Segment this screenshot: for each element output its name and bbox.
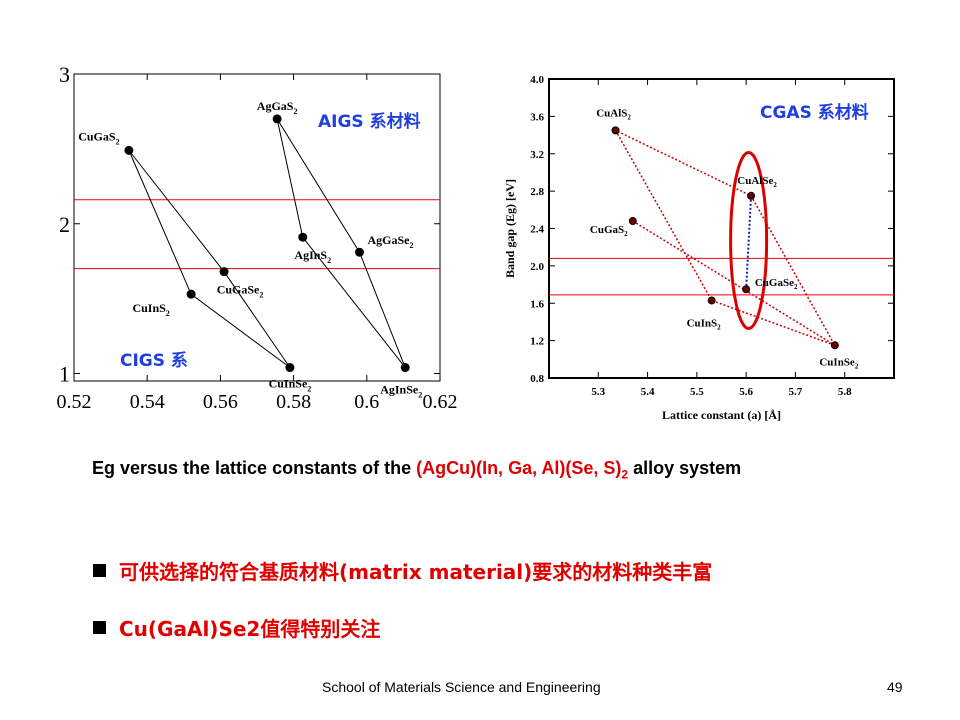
annotation-cgas: CGAS 系材料 — [760, 102, 869, 123]
y-tick-label: 1 — [59, 362, 70, 387]
point-label: CuGaSe2 — [755, 277, 798, 291]
cugaalse-tie-line — [745, 195, 753, 290]
x-axis-label: Lattice constant (a) [Å] — [662, 408, 781, 422]
y-tick-label: 3.6 — [530, 111, 544, 123]
x-tick-label: 0.6 — [354, 391, 379, 413]
y-tick-label: 2 — [59, 212, 70, 237]
x-tick-label: 5.4 — [641, 386, 655, 398]
page-number: 49 — [887, 679, 903, 695]
point-label: CuInSe2 — [269, 377, 312, 394]
data-point — [124, 145, 134, 155]
x-tick-label: 5.5 — [690, 386, 704, 398]
alloy-polygon — [614, 129, 837, 347]
data-point — [298, 232, 308, 242]
point-label: CuInS2 — [687, 317, 722, 331]
plot-frame — [73, 73, 441, 382]
caption-highlight: (AgCu)(In, Ga, Al)(Se, S) — [416, 458, 622, 478]
point-label: AgGaSe2 — [367, 233, 413, 250]
caption-prefix: Eg versus the lattice constants of the — [92, 458, 417, 478]
data-point — [219, 267, 229, 277]
y-tick-label: 2.0 — [530, 261, 544, 273]
y-tick-label: 2.8 — [530, 186, 544, 198]
alloy-polygon — [632, 220, 836, 346]
point-label: CuInSe2 — [819, 356, 858, 370]
data-point — [830, 341, 839, 350]
bullet-item-1: 可供选择的符合基质材料(matrix material)要求的材料种类丰富 — [93, 556, 712, 585]
point-label: AgInS2 — [294, 248, 331, 265]
data-point — [272, 114, 282, 124]
point-label: CuGaS2 — [590, 224, 628, 238]
data-point — [186, 289, 196, 299]
data-point — [742, 285, 751, 294]
x-tick-label: 0.62 — [423, 391, 458, 413]
bullet-text: Cu(GaAl)Se2值得特别关注 — [119, 617, 381, 641]
point-label: CuGaSe2 — [217, 283, 264, 300]
bullet-item-2: Cu(GaAl)Se2值得特别关注 — [93, 613, 380, 642]
point-label: AgInSe2 — [380, 383, 422, 400]
x-tick-label: 0.52 — [57, 391, 92, 413]
y-tick-label: 3.2 — [530, 149, 544, 161]
x-tick-label: 0.54 — [130, 391, 165, 413]
footer-school: School of Materials Science and Engineer… — [322, 679, 601, 695]
y-tick-label: 0.8 — [530, 373, 544, 385]
bullet-square-icon — [93, 564, 106, 577]
x-tick-label: 5.3 — [591, 386, 605, 398]
annotation-aigs: AIGS 系材料 — [318, 111, 421, 132]
data-point — [611, 126, 620, 135]
y-tick-label: 2.4 — [530, 224, 544, 236]
data-point — [400, 363, 410, 373]
x-tick-label: 5.7 — [789, 386, 803, 398]
highlight-ellipse — [729, 151, 769, 331]
data-point — [628, 217, 637, 226]
y-tick-label: 3 — [59, 62, 70, 87]
point-label: CuAlS2 — [596, 107, 631, 121]
y-tick-label: 4.0 — [530, 74, 544, 86]
y-tick-label: 1.6 — [530, 298, 544, 310]
bullet-square-icon — [93, 621, 106, 634]
bullet-text: 可供选择的符合基质材料(matrix material)要求的材料种类丰富 — [119, 560, 713, 584]
data-point — [354, 247, 364, 257]
x-tick-label: 5.8 — [838, 386, 852, 398]
figure-caption: Eg versus the lattice constants of the (… — [92, 458, 741, 482]
y-tick-label: 1.2 — [530, 336, 544, 348]
x-tick-label: 0.58 — [276, 391, 311, 413]
data-point — [707, 296, 716, 305]
point-label: CuAlSe2 — [737, 175, 777, 189]
point-label: AgGaS2 — [257, 99, 298, 116]
caption-suffix: alloy system — [628, 458, 742, 478]
data-point — [747, 191, 756, 200]
point-label: CuInS2 — [132, 301, 169, 318]
caption-subscript: 2 — [621, 467, 629, 482]
point-label: CuGaS2 — [78, 129, 119, 146]
y-axis-label: Band gap (Eg) [eV] — [503, 179, 517, 278]
annotation-cigs: CIGS 系 — [120, 351, 188, 371]
x-tick-label: 5.6 — [739, 386, 753, 398]
x-tick-label: 0.56 — [203, 391, 238, 413]
data-point — [285, 363, 295, 373]
